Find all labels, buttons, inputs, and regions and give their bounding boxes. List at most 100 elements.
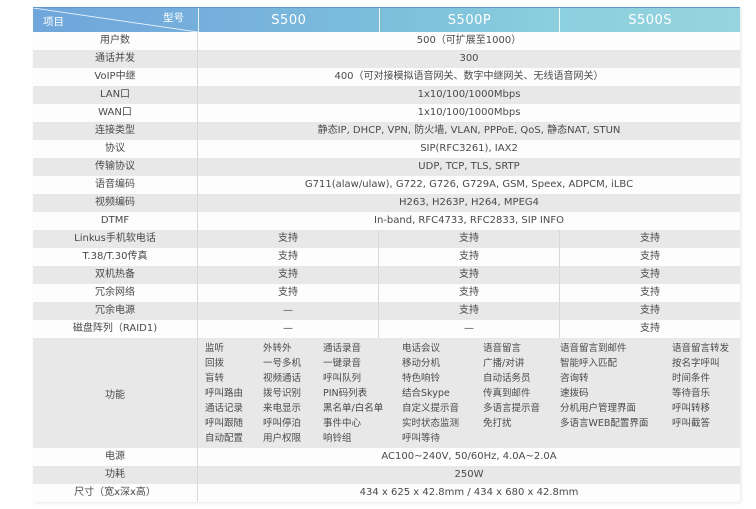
model-value-s500s: 支持 xyxy=(559,248,740,266)
feature-item: 传真到邮件 xyxy=(483,388,531,399)
header-model-label: 型号 xyxy=(163,12,184,24)
feature-item: 电话会议 xyxy=(402,343,441,354)
row-label: DTMF xyxy=(33,212,198,230)
feature-item: 通话记录 xyxy=(205,403,244,414)
model-value-s500: 支持 xyxy=(278,287,298,298)
row-label: 视频编码 xyxy=(33,194,198,212)
feature-item: 呼叫跟随 xyxy=(205,418,244,429)
feature-item: 拨号识别 xyxy=(263,388,302,399)
row-value: G711(alaw/ulaw), G722, G726, G729A, GSM,… xyxy=(304,179,634,190)
row-label: 电源 xyxy=(33,448,198,466)
feature-item: 按名字呼叫 xyxy=(672,358,720,369)
feature-item: 回拨 xyxy=(205,358,225,369)
feature-item: 一号多机 xyxy=(263,358,302,369)
table-row: 用户数 500（可扩展至1000） xyxy=(33,32,740,50)
feature-item: 时间条件 xyxy=(672,373,711,384)
feature-item: 智能呼入匹配 xyxy=(560,358,618,369)
header-item-label: 项目 xyxy=(43,16,64,28)
table-row: 冗余电源 — 支持 支持 xyxy=(33,302,740,320)
table-row: 语音编码 G711(alaw/ulaw), G722, G726, G729A, … xyxy=(33,176,740,194)
model-value-s500s: 支持 xyxy=(559,302,740,320)
table-row: 视频编码 H263, H263P, H264, MPEG4 xyxy=(33,194,740,212)
row-label: 双机热备 xyxy=(33,266,198,284)
row-label: T.38/T.30传真 xyxy=(33,248,198,266)
feature-item: 响铃组 xyxy=(323,433,352,444)
row-label: 用户数 xyxy=(33,32,198,50)
table-row: 冗余网络 支持 支持 支持 xyxy=(33,284,740,302)
table-row: T.38/T.30传真 支持 支持 支持 xyxy=(33,248,740,266)
table-row: 连接类型 静态IP, DHCP, VPN, 防火墙, VLAN, PPPoE, Q… xyxy=(33,122,740,140)
feature-item: 呼叫等待 xyxy=(402,433,441,444)
feature-column-3: 通话录音 一键录音 呼叫队列 PIN码列表 黑名单/白名单 事件中心 响铃组 xyxy=(323,341,383,446)
feature-column-2: 外转外 一号多机 视频通话 拨号识别 来电显示 呼叫停泊 用户权限 xyxy=(263,341,301,446)
table-row: 功耗 250W xyxy=(33,466,740,484)
feature-item: 广播/对讲 xyxy=(483,358,525,369)
model-value-s500s: 支持 xyxy=(559,230,740,248)
feature-column-6: 语音留言到邮件 智能呼入匹配 咨询转 速拨码 分机用户管理界面 多语言WEB配置界面 xyxy=(560,341,648,431)
table-row: 通话并发 300 xyxy=(33,50,740,68)
feature-item: 用户权限 xyxy=(263,433,302,444)
row-value: SIP(RFC3261), IAX2 xyxy=(420,143,518,154)
feature-item: 咨询转 xyxy=(560,373,589,384)
row-label: 冗余电源 xyxy=(33,302,198,320)
feature-item: 呼叫截答 xyxy=(672,418,711,429)
model-value-s500p: 支持 xyxy=(378,284,559,302)
table-header-row: 项目 型号 S500 S500P S500S xyxy=(33,7,740,32)
row-value: 1x10/100/1000Mbps xyxy=(417,107,521,118)
table-row: DTMF In-band, RFC4733, RFC2833, SIP INFO xyxy=(33,212,740,230)
table-row: LAN口 1x10/100/1000Mbps xyxy=(33,86,740,104)
feature-item: 自定义提示音 xyxy=(402,403,460,414)
row-label: 功耗 xyxy=(33,466,198,484)
header-model-s500p: S500P xyxy=(378,8,560,32)
feature-item: 速拨码 xyxy=(560,388,589,399)
feature-item: 自动配置 xyxy=(205,433,244,444)
table-row: WAN口 1x10/100/1000Mbps xyxy=(33,104,740,122)
header-model-s500: S500 xyxy=(198,8,379,32)
row-label: WAN口 xyxy=(33,104,198,122)
table-row: 尺寸（宽x深x高） 434 x 625 x 42.8mm / 434 x 680 … xyxy=(33,484,740,502)
feature-item: 多语言WEB配置界面 xyxy=(560,418,649,429)
feature-item: 实时状态监测 xyxy=(402,418,460,429)
model-value-s500: 支持 xyxy=(278,251,298,262)
feature-column-7: 语音留言转发 按名字呼叫 时间条件 等待音乐 呼叫转移 呼叫截答 xyxy=(672,341,729,431)
row-value: 250W xyxy=(454,469,484,480)
feature-item: 通话录音 xyxy=(323,343,362,354)
row-label: LAN口 xyxy=(33,86,198,104)
table-row: 协议 SIP(RFC3261), IAX2 xyxy=(33,140,740,158)
model-value-s500p: 支持 xyxy=(378,266,559,284)
table-row: Linkus手机软电话 支持 支持 支持 xyxy=(33,230,740,248)
feature-column-5: 语音留言 广播/对讲 自动话务员 传真到邮件 多语言提示音 免打扰 xyxy=(483,341,540,431)
table-row: 功能 监听 回拨 盲转 呼叫路由 通话记录 呼叫跟随 自动配置 外转外 一号多机 视频通话 拨号识别来… xyxy=(33,338,740,448)
feature-item: 一键录音 xyxy=(323,358,362,369)
row-label: 传输协议 xyxy=(33,158,198,176)
header-model-s500s: S500S xyxy=(559,8,740,32)
feature-item: 黑名单/白名单 xyxy=(323,403,384,414)
feature-item: 语音留言转发 xyxy=(672,343,730,354)
row-value: AC100~240V, 50/60Hz, 4.0A~2.0A xyxy=(381,451,557,462)
model-value-s500p: 支持 xyxy=(378,230,559,248)
feature-item: PIN码列表 xyxy=(323,388,368,399)
row-label: 通话并发 xyxy=(33,50,198,68)
table-row: 磁盘阵列（RAID1) — — 支持 xyxy=(33,320,740,338)
feature-item: 盲转 xyxy=(205,373,225,384)
feature-column-4: 电话会议 移动分机 特色响铃 结合Skype 自定义提示音 实时状态监测 呼叫等待 xyxy=(402,341,459,446)
row-label: 语音编码 xyxy=(33,176,198,194)
feature-item: 结合Skype xyxy=(402,388,450,399)
row-value: 300 xyxy=(459,53,479,64)
feature-item: 来电显示 xyxy=(263,403,302,414)
model-value-s500s: 支持 xyxy=(559,266,740,284)
feature-item: 免打扰 xyxy=(483,418,512,429)
model-value-s500: 支持 xyxy=(278,233,298,244)
feature-item: 语音留言 xyxy=(483,343,522,354)
row-label: 协议 xyxy=(33,140,198,158)
table-row: VoIP中继 400（可对接模拟语音网关、数字中继网关、无线语音网关） xyxy=(33,68,740,86)
model-value-s500p: 支持 xyxy=(378,248,559,266)
features-cell: 监听 回拨 盲转 呼叫路由 通话记录 呼叫跟随 自动配置 外转外 一号多机 视频通话 拨号识别 来电显… xyxy=(198,338,740,448)
feature-item: 特色响铃 xyxy=(402,373,441,384)
feature-item: 语音留言到邮件 xyxy=(560,343,627,354)
model-value-s500s: 支持 xyxy=(559,284,740,302)
feature-item: 视频通话 xyxy=(263,373,302,384)
model-value-s500s: 支持 xyxy=(559,320,740,338)
row-value: In-band, RFC4733, RFC2833, SIP INFO xyxy=(374,215,564,226)
feature-item: 呼叫路由 xyxy=(205,388,244,399)
